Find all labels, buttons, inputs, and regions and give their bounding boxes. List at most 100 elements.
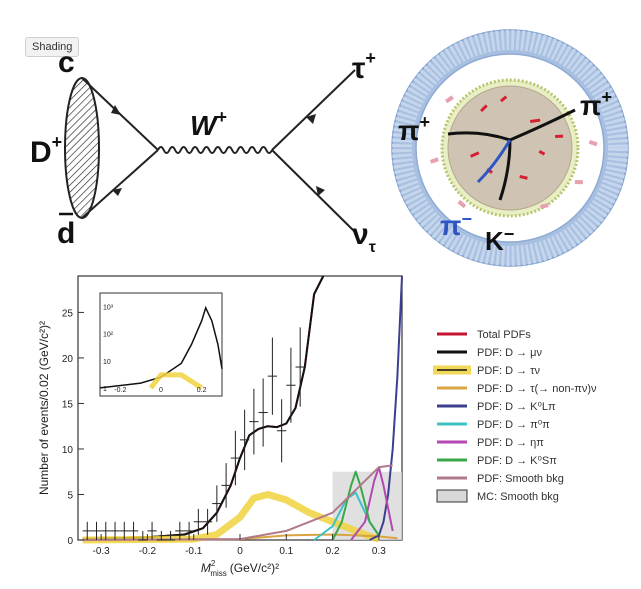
inset-x-tick-label: -0.2 <box>114 387 126 394</box>
data-point <box>101 521 111 540</box>
hit-marks <box>430 95 598 209</box>
detector-hit <box>574 180 583 185</box>
data-point <box>193 508 203 535</box>
inset-plot: -0.2 0 0.2 1 10 10² 10³ <box>99 292 223 397</box>
quark-c-label: c <box>58 46 75 79</box>
x-tick-label: 0 <box>237 546 243 557</box>
detector-hit <box>457 199 467 209</box>
legend-entry: PDF: D → K⁰Sπ <box>437 455 557 467</box>
data-point <box>221 463 231 508</box>
legend-entry: PDF: D → τ(→ non-πν)ν <box>437 383 597 395</box>
data-point <box>249 388 259 455</box>
data-point <box>91 521 102 540</box>
inset-tau-curve <box>148 372 204 391</box>
svg-text:PDF: D → τν: PDF: D → τν <box>477 365 541 377</box>
inset-y-tick-label: 10³ <box>103 305 114 312</box>
y-tick-label: 20 <box>62 354 74 365</box>
svg-text:PDF: D → K⁰Sπ: PDF: D → K⁰Sπ <box>477 455 557 467</box>
label-pi-left: π+ <box>398 112 430 146</box>
data-point <box>165 530 176 541</box>
inset-y-tick-label: 1 <box>103 386 107 393</box>
arrow-bottom <box>112 188 122 196</box>
detector-display: π+ π+ π− K− <box>391 29 629 267</box>
inset-frame <box>99 292 223 397</box>
label-pi-right: π+ <box>580 87 612 121</box>
data-points <box>82 327 305 541</box>
data-point <box>175 521 185 540</box>
legend-entry: PDF: D → μν <box>437 347 543 359</box>
svg-text:MC: Smooth bkg: MC: Smooth bkg <box>477 491 559 503</box>
detector-hit <box>538 150 546 156</box>
data-point <box>277 399 287 463</box>
detector-hit <box>430 157 439 164</box>
detector-hit <box>480 104 488 113</box>
data-point <box>184 521 194 540</box>
data-point <box>295 327 305 407</box>
x-tick-label: -0.2 <box>139 546 157 557</box>
legend-entry: PDF: Smooth bkg <box>437 473 564 485</box>
neutrino-label: ντ <box>352 218 376 256</box>
data-point <box>119 521 129 540</box>
curve-pdf-d-k-s- <box>331 470 380 541</box>
data-point <box>110 521 120 540</box>
data-point <box>82 521 92 540</box>
x-axis-ticks: -0.3 -0.2 -0.1 0 0.1 0.2 0.3 <box>93 534 386 557</box>
lepton-line <box>271 69 356 151</box>
data-point <box>230 430 240 486</box>
detector-hit <box>588 140 598 147</box>
data-point <box>240 409 250 471</box>
arrow-lepton <box>306 114 316 124</box>
data-point <box>156 530 166 541</box>
detector-hit <box>530 118 541 123</box>
detector-hit <box>499 95 508 103</box>
legend-entry: PDF: D → ηπ <box>437 437 544 449</box>
x-tick-label: -0.3 <box>93 546 111 557</box>
meson-blob <box>64 77 100 219</box>
data-point <box>128 521 139 540</box>
inset-y-tick-label: 10 <box>103 359 111 366</box>
svg-text:Total PDFs: Total PDFs <box>477 329 531 341</box>
data-point <box>138 530 148 541</box>
track-kaon <box>498 139 512 201</box>
detector-hit <box>445 95 454 104</box>
quark-d-label: d <box>57 217 75 250</box>
arrow-neutrino <box>316 186 325 196</box>
y-tick-label: 15 <box>62 399 74 410</box>
detector-hit <box>519 175 528 180</box>
inset-x-tick-label: 0.2 <box>197 387 207 394</box>
svg-text:PDF: D → μν: PDF: D → μν <box>477 347 543 359</box>
y-tick-label: 10 <box>62 445 74 456</box>
label-kaon: K− <box>485 224 514 256</box>
track-pi-minus <box>476 139 512 184</box>
legend-entry: PDF: D → K⁰Lπ <box>437 401 556 413</box>
feynman-diagram: c D+ d W+ τ+ ντ <box>30 46 376 256</box>
x-tick-label: 0.2 <box>326 546 340 557</box>
shading-tooltip: Shading <box>25 37 80 57</box>
inset-y-tick-label: 10² <box>103 332 114 339</box>
y-tick-label: 25 <box>62 308 74 319</box>
legend-entry: PDF: D → τν <box>433 365 541 377</box>
ring-segments <box>392 30 628 266</box>
data-point <box>212 485 222 522</box>
x-tick-label: 0.1 <box>279 546 293 557</box>
arrow-top <box>111 105 121 115</box>
y-axis-label: Number of events/0.02 (GeV/c²)² <box>37 321 51 495</box>
svg-text:PDF: D → K⁰Lπ: PDF: D → K⁰Lπ <box>477 401 556 413</box>
svg-text:PDF: D → π⁰π: PDF: D → π⁰π <box>477 419 550 431</box>
legend-entry: MC: Smooth bkg <box>436 489 559 503</box>
track-pi-plus-right <box>509 108 576 142</box>
x-axis-label: M2 miss (GeV/c²)² <box>201 559 279 578</box>
legend-entry: PDF: D → π⁰π <box>437 419 550 431</box>
x-tick-label: 0.3 <box>372 546 386 557</box>
detector-hit <box>540 203 549 209</box>
y-tick-label: 0 <box>67 536 73 547</box>
curve-pdf-d- <box>350 466 394 541</box>
track-pi-plus-left <box>447 131 511 142</box>
data-point <box>286 347 296 423</box>
legend-entry: Total PDFs <box>437 329 531 341</box>
inset-curve <box>99 305 223 389</box>
svg-text:PDF: D → ηπ: PDF: D → ηπ <box>477 437 544 449</box>
detector-hit <box>470 151 480 158</box>
data-point <box>202 508 213 535</box>
